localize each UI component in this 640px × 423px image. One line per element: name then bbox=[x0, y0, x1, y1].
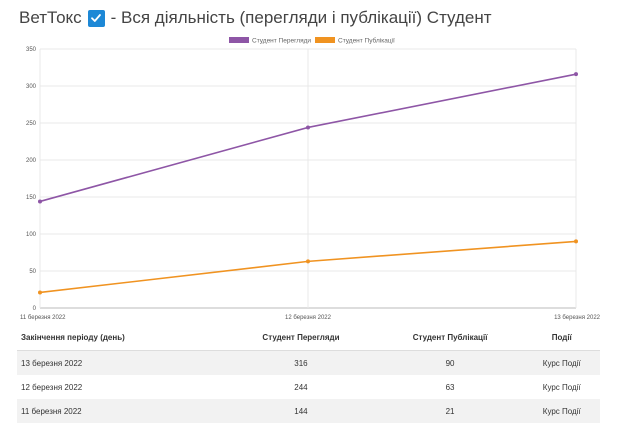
cell-date: 13 березня 2022 bbox=[21, 358, 83, 368]
data-point[interactable] bbox=[574, 239, 578, 244]
col-period-end[interactable]: Закінчення періоду (день) bbox=[17, 324, 226, 351]
cell-date: 12 березня 2022 bbox=[21, 382, 83, 392]
y-tick-label: 100 bbox=[26, 232, 37, 238]
y-tick-label: 250 bbox=[26, 121, 37, 127]
course-events-link[interactable]: Курс Події bbox=[542, 406, 581, 416]
check-icon bbox=[87, 9, 105, 27]
data-point[interactable] bbox=[38, 290, 42, 295]
activity-table: Закінчення періоду (день) Студент Перегл… bbox=[17, 324, 600, 423]
y-tick-label: 350 bbox=[26, 47, 37, 53]
x-tick-label: 12 березня 2022 bbox=[285, 315, 332, 321]
x-tick-label: 13 березня 2022 bbox=[554, 315, 601, 321]
chart-grid bbox=[39, 48, 577, 309]
y-tick-label: 300 bbox=[26, 84, 37, 90]
cell-posts: 21 bbox=[445, 406, 455, 416]
legend-swatch bbox=[315, 37, 335, 43]
y-tick-label: 0 bbox=[33, 306, 37, 312]
table-header-row: Закінчення періоду (день) Студент Перегл… bbox=[17, 324, 600, 351]
cell-views: 244 bbox=[294, 382, 308, 392]
activity-line-chart: Студент Перегляди Студент Публікації 0 50 1… bbox=[20, 37, 601, 322]
cell-posts: 90 bbox=[445, 358, 455, 368]
legend-label[interactable]: Студент Перегляди bbox=[252, 38, 311, 45]
y-tick-label: 150 bbox=[26, 195, 37, 201]
table-row: 12 березня 2022 244 63 Курс Події bbox=[17, 375, 600, 399]
y-tick-label: 50 bbox=[29, 269, 36, 275]
col-events[interactable]: Події bbox=[523, 324, 600, 351]
x-axis: 11 березня 2022 12 березня 2022 13 березня… bbox=[20, 315, 601, 321]
cell-posts: 63 bbox=[445, 382, 455, 392]
page-title: ВетТокс - Вся діяльність (перегляди і пу… bbox=[19, 8, 492, 28]
legend-swatch bbox=[229, 37, 249, 43]
table-row: 13 березня 2022 316 90 Курс Події bbox=[17, 350, 600, 375]
report-title: - Вся діяльність (перегляди і публікації… bbox=[110, 8, 492, 27]
chart-legend: Студент Перегляди Студент Публікації bbox=[229, 37, 395, 45]
data-point[interactable] bbox=[38, 199, 42, 204]
course-events-link[interactable]: Курс Події bbox=[542, 358, 581, 368]
table-row: 11 березня 2022 144 21 Курс Події bbox=[17, 399, 600, 423]
cell-views: 316 bbox=[294, 358, 308, 368]
data-point[interactable] bbox=[306, 259, 310, 264]
x-tick-label: 11 березня 2022 bbox=[20, 315, 66, 321]
course-events-link[interactable]: Курс Події bbox=[542, 382, 581, 392]
y-axis: 0 50 100 150 200 250 300 350 bbox=[26, 47, 37, 312]
col-posts[interactable]: Студент Публікації bbox=[376, 324, 524, 351]
course-name: ВетТокс bbox=[19, 8, 82, 27]
cell-views: 144 bbox=[294, 406, 308, 416]
cell-date: 11 березня 2022 bbox=[21, 406, 82, 416]
chart-series bbox=[38, 72, 578, 295]
col-views[interactable]: Студент Перегляди bbox=[225, 324, 377, 351]
y-tick-label: 200 bbox=[26, 158, 37, 164]
data-point[interactable] bbox=[306, 125, 310, 130]
data-point[interactable] bbox=[574, 72, 578, 77]
legend-label[interactable]: Студент Публікації bbox=[338, 37, 395, 45]
